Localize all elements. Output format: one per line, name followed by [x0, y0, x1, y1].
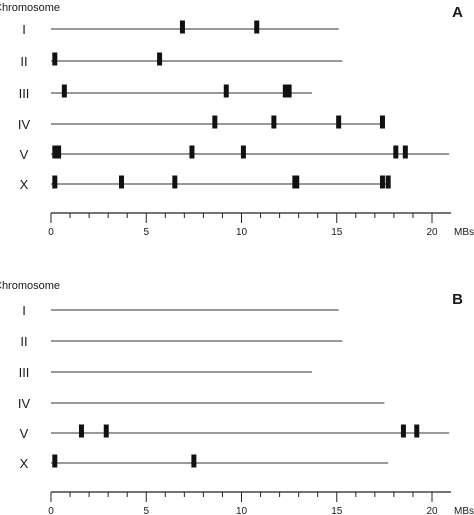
chromosome-mark: [118, 175, 124, 189]
chromosome-row-iii: III: [19, 84, 312, 101]
chromosome-row-i: I: [22, 20, 339, 37]
chromosome-row-ii: II: [20, 52, 343, 69]
chromosome-row-v: V: [20, 424, 450, 441]
chromosome-mark: [294, 175, 300, 189]
chromosome-mark: [240, 145, 246, 159]
chromosome-label: III: [19, 365, 30, 380]
chromosome-mark: [52, 145, 58, 159]
chromosome-mark: [286, 84, 292, 98]
chromosome-mark: [254, 20, 260, 34]
chromosome-label: V: [20, 147, 29, 162]
x-tick-label: 0: [48, 506, 54, 515]
chromosome-label: I: [22, 303, 26, 318]
x-tick-label: 10: [236, 506, 248, 515]
chromosome-mark: [56, 145, 62, 159]
chromosome-mark: [393, 145, 399, 159]
x-tick-label: 20: [426, 227, 438, 238]
chromosome-mark: [157, 52, 163, 66]
chromosome-mark: [385, 175, 391, 189]
chromosome-row-x: X: [20, 454, 389, 471]
x-tick-label: 5: [143, 227, 149, 238]
chromosome-mark: [52, 175, 58, 189]
chromosome-mark: [400, 424, 406, 438]
chromosome-label: X: [20, 456, 29, 471]
chromosome-label: I: [22, 22, 26, 37]
chromosome-mark: [379, 175, 385, 189]
chromosome-label: X: [20, 177, 29, 192]
chromosome-mark: [282, 84, 288, 98]
chromosome-row-ii: II: [20, 334, 343, 349]
chromosome-mark: [414, 424, 420, 438]
y-axis-title: Chromosome: [0, 280, 60, 292]
chromosome-mark: [172, 175, 178, 189]
chromosome-row-iv: IV: [18, 115, 385, 132]
chromosome-mark: [336, 115, 342, 129]
panel-label: B: [452, 291, 463, 308]
panel-label: A: [452, 4, 463, 21]
x-tick-label: 10: [236, 227, 248, 238]
chromosome-mark: [179, 20, 185, 34]
chromosome-label: II: [20, 334, 27, 349]
chromosome-mark: [191, 454, 197, 468]
chromosome-mark: [103, 424, 109, 438]
chromosome-mark: [78, 424, 84, 438]
chromosome-row-iii: III: [19, 365, 312, 380]
y-axis-title: Chromosome: [0, 2, 60, 14]
x-tick-label: 5: [143, 506, 149, 515]
chromosome-mark: [402, 145, 408, 159]
chromosome-row-v: V: [20, 145, 450, 162]
x-tick-label: 15: [331, 506, 343, 515]
x-tick-label: 20: [426, 506, 438, 515]
chromosome-mark: [223, 84, 229, 98]
x-axis-title: MBs: [454, 506, 474, 515]
chromosome-label: V: [20, 426, 29, 441]
chromosome-mark: [189, 145, 195, 159]
x-axis-title: MBs: [454, 227, 474, 238]
chromosome-mark: [52, 454, 58, 468]
chromosome-label: II: [20, 54, 27, 69]
chromosome-mark: [61, 84, 67, 98]
chromosome-row-x: X: [20, 175, 391, 192]
chromosome-row-iv: IV: [18, 396, 385, 411]
chromosome-mark: [379, 115, 385, 129]
chromosome-mark: [271, 115, 277, 129]
chromosome-mark: [212, 115, 218, 129]
chromosome-row-i: I: [22, 303, 339, 318]
chromosome-label: IV: [18, 396, 31, 411]
x-axis: 0 5 10 15 20 MBs: [48, 212, 474, 238]
chromosome-mark: [52, 52, 58, 66]
chromosome-label: IV: [18, 117, 31, 132]
x-axis: 0 5 10 15 20 MBs: [48, 491, 474, 515]
chromosome-label: III: [19, 86, 30, 101]
x-tick-label: 0: [48, 227, 54, 238]
x-tick-label: 15: [331, 227, 343, 238]
